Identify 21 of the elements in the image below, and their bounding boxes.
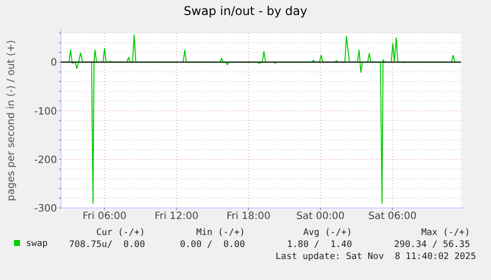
text: Avg (-/+) xyxy=(303,228,352,238)
text: 290.34 / 56.35 xyxy=(394,240,470,250)
x-tick-label: Fri 06:00 xyxy=(82,211,127,222)
y-tick-label: -300 xyxy=(34,204,57,214)
x-tick-label: Sat 00:00 xyxy=(296,211,345,222)
x-tick-label: Fri 12:00 xyxy=(154,211,199,222)
y-axis-title: pages per second in (-) / out (+) xyxy=(6,40,17,202)
y-tick-label: -100 xyxy=(34,106,57,118)
y-tick-label: -200 xyxy=(34,154,57,166)
text: Max (-/+) xyxy=(421,228,470,238)
legend-label: swap xyxy=(26,239,48,249)
text: 708.75u/ 0.00 xyxy=(69,240,145,250)
text: Min (-/+) xyxy=(196,228,245,238)
text: Last update: Sat Nov 8 11:40:02 2025 xyxy=(276,252,476,262)
text: 1.80 / 1.40 xyxy=(286,240,352,250)
x-tick-label: Sat 06:00 xyxy=(368,211,417,222)
y-tick-label: 0 xyxy=(50,58,57,69)
x-tick-label: Fri 18:00 xyxy=(226,211,270,222)
text: 0.00 / 0.00 xyxy=(180,240,245,250)
chart-title: Swap in/out - by day xyxy=(184,4,308,18)
text: Cur (-/+) xyxy=(96,228,145,238)
